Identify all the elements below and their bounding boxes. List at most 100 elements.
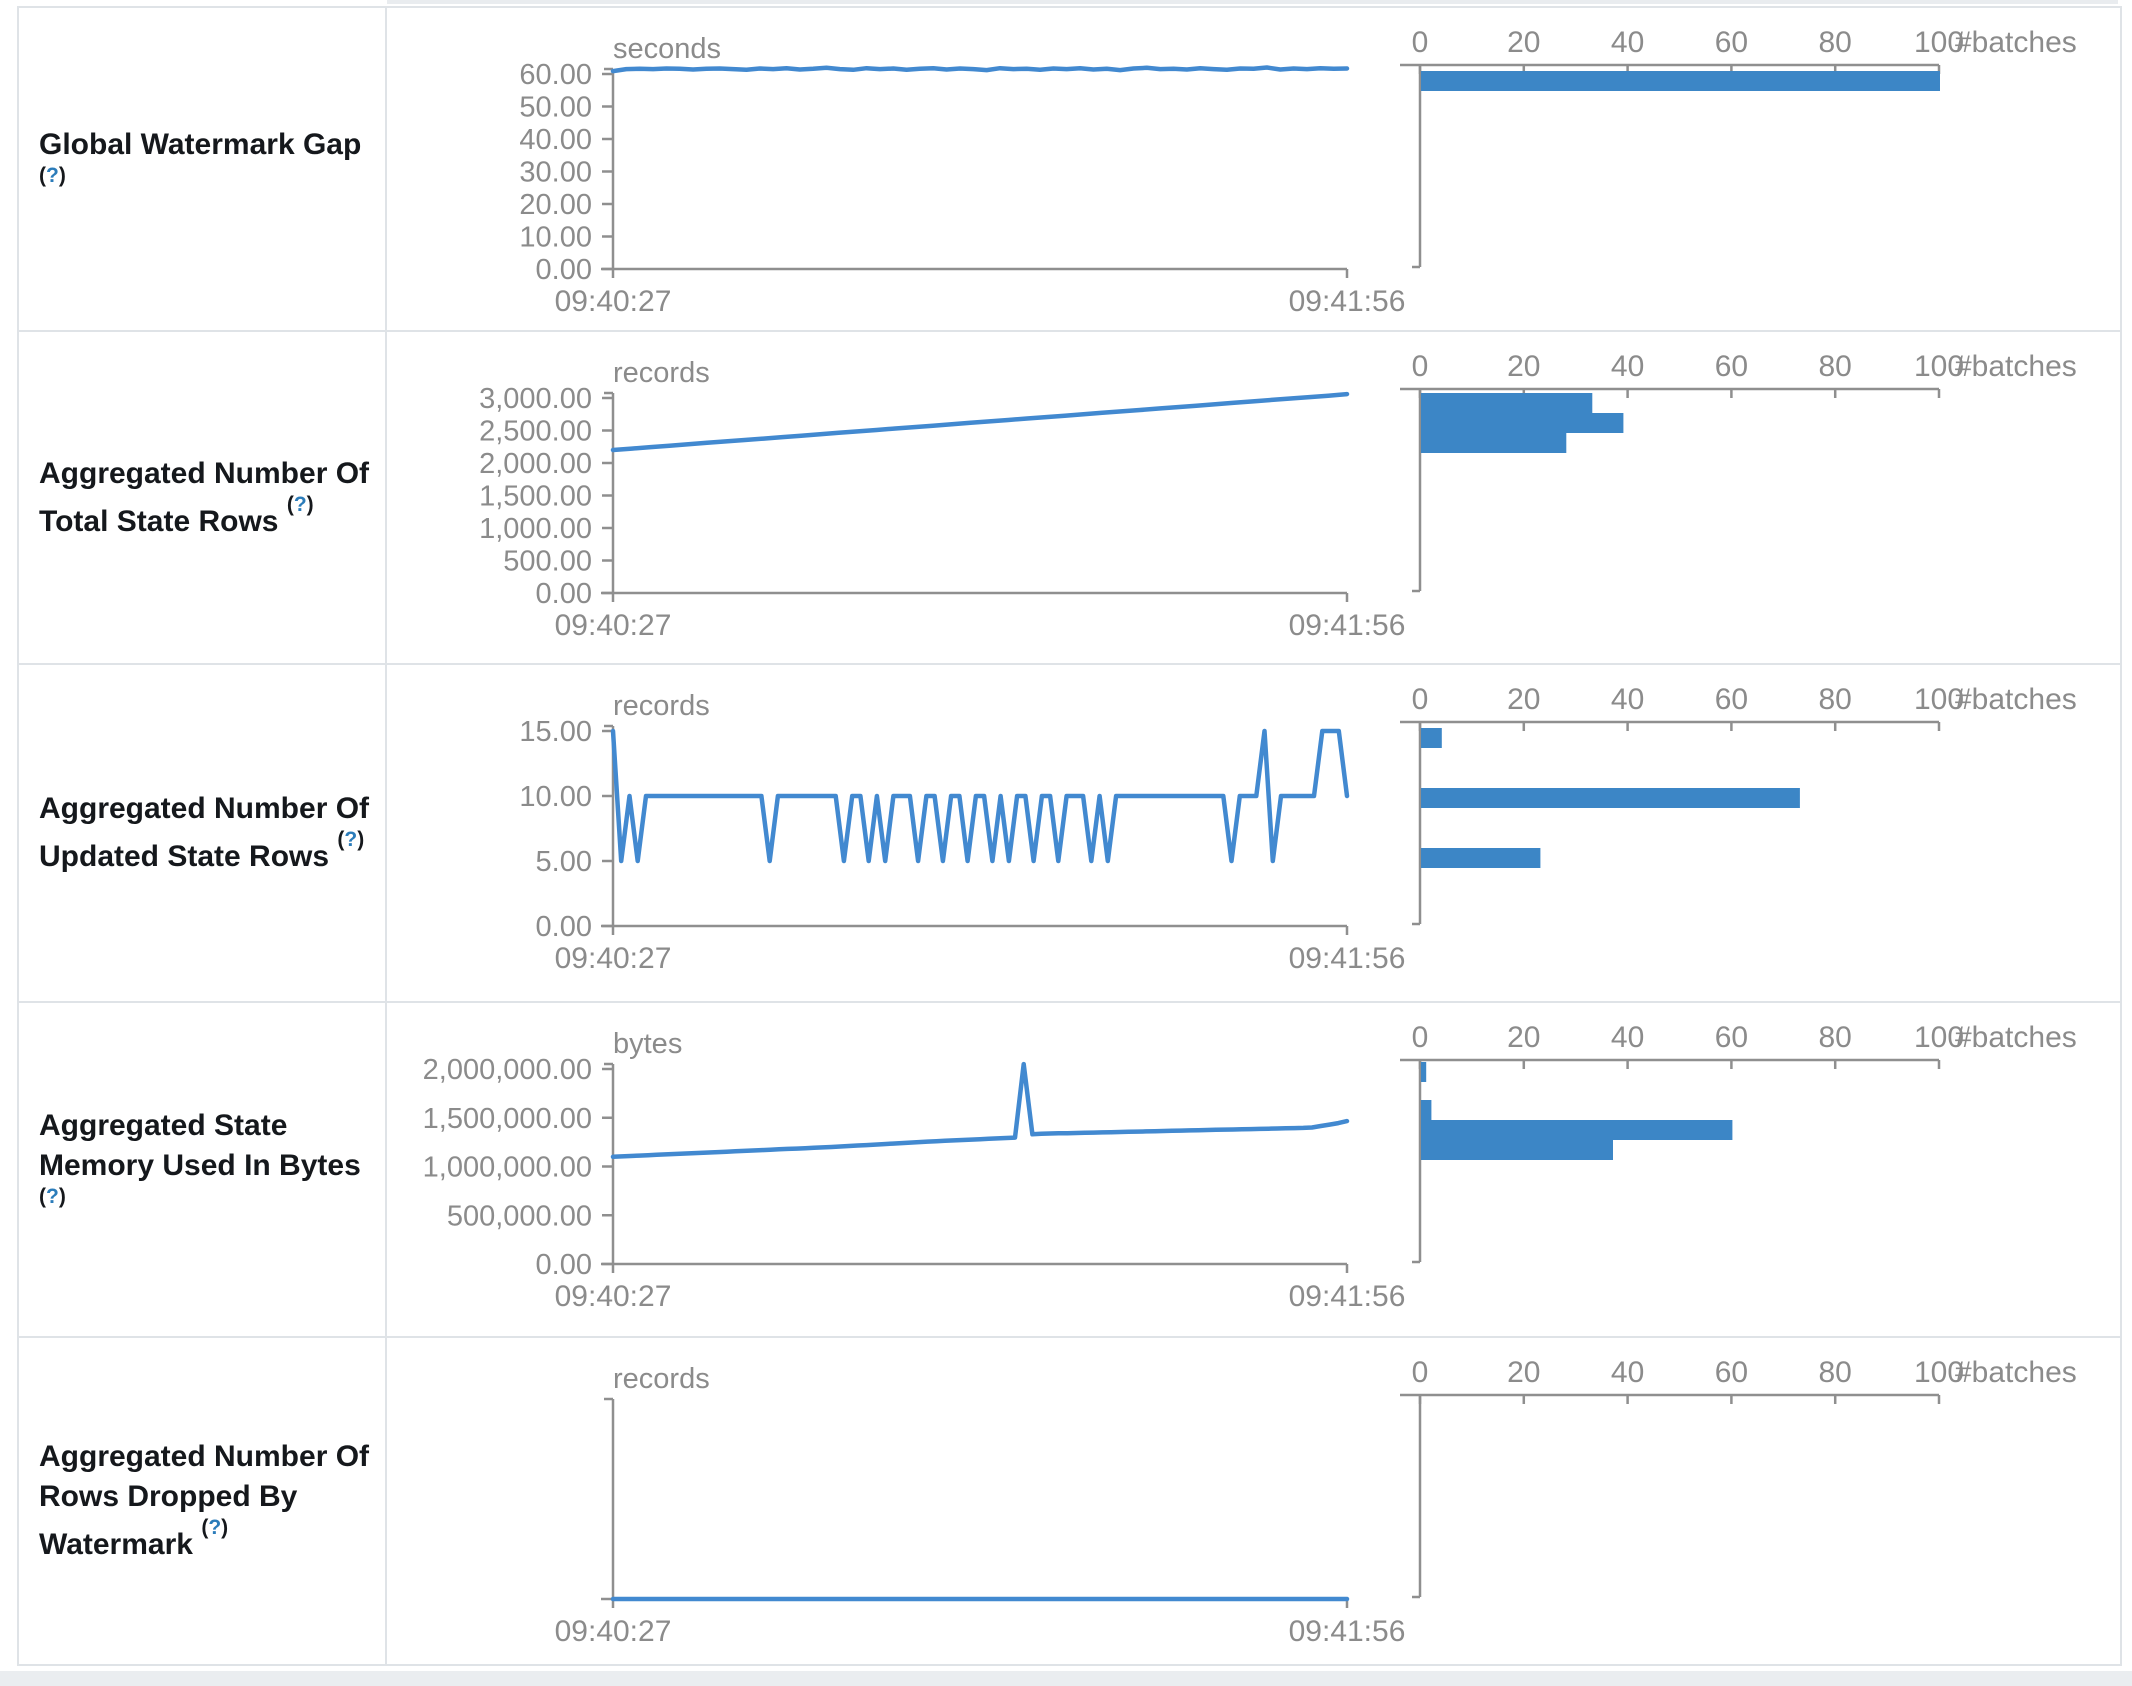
svg-text:records: records: [613, 1363, 710, 1395]
svg-text:60: 60: [1715, 26, 1748, 59]
svg-text:40: 40: [1611, 1021, 1644, 1054]
table-top-edge: [387, 0, 2118, 4]
svg-text:60: 60: [1715, 1356, 1748, 1389]
svg-text:10.00: 10.00: [519, 222, 592, 254]
metric-label-text: Aggregated Number Of Rows Dropped By Wat…: [39, 1440, 370, 1561]
svg-text:100: 100: [1914, 350, 1964, 383]
metric-label: Global Watermark Gap (?): [39, 125, 383, 213]
metrics-row-rows-dropped-by-watermark: Aggregated Number Of Rows Dropped By Wat…: [19, 1338, 2120, 1664]
metrics-row-updated-state-rows: Aggregated Number Of Updated State Rows …: [19, 665, 2120, 1003]
svg-text:60: 60: [1715, 350, 1748, 383]
svg-text:0: 0: [1412, 350, 1429, 383]
svg-text:40: 40: [1611, 1356, 1644, 1389]
svg-text:50.00: 50.00: [519, 92, 592, 124]
help-link[interactable]: (?): [39, 1184, 66, 1208]
svg-text:20: 20: [1507, 1021, 1540, 1054]
timeline-and-histogram-chart: seconds 60.0050.0040.0030.0020.0010.000.0…: [519, 26, 2077, 318]
svg-text:20: 20: [1507, 683, 1540, 716]
svg-text:500.00: 500.00: [503, 546, 592, 578]
svg-text:80: 80: [1819, 1021, 1852, 1054]
svg-text:30.00: 30.00: [519, 157, 592, 189]
metric-label-cell: Aggregated Number Of Updated State Rows …: [19, 665, 387, 1001]
svg-text:0.00: 0.00: [536, 254, 592, 286]
svg-text:60: 60: [1715, 1021, 1748, 1054]
help-link[interactable]: (?): [201, 1516, 229, 1539]
chart-cell: bytes 2,000,000.00 1,500,000.00 1,000,000.0…: [387, 1003, 2120, 1336]
svg-text:0.00: 0.00: [536, 911, 592, 943]
svg-text:100: 100: [1914, 1356, 1964, 1389]
metric-label-text: Aggregated Number Of Updated State Rows: [39, 792, 370, 873]
svg-text:100: 100: [1914, 683, 1964, 716]
svg-text:60: 60: [1715, 683, 1748, 716]
question-mark-icon: ?: [208, 1516, 222, 1539]
svg-text:09:40:27: 09:40:27: [555, 1615, 672, 1648]
svg-text:records: records: [613, 357, 710, 389]
svg-text:100: 100: [1914, 1021, 1964, 1054]
svg-text:0.00: 0.00: [536, 1249, 592, 1281]
metric-label: Aggregated State Memory Used In Bytes (?…: [39, 1106, 383, 1234]
timeline-and-histogram-chart: records3,000.002,500.002,000.001,500.001…: [479, 350, 2077, 642]
svg-text:seconds: seconds: [613, 33, 721, 65]
svg-text:15.00: 15.00: [519, 716, 592, 748]
svg-text:#batches: #batches: [1955, 683, 2077, 716]
svg-text:100: 100: [1914, 26, 1964, 59]
svg-text:09:41:56: 09:41:56: [1289, 609, 1406, 642]
metric-label-cell: Aggregated Number Of Total State Rows (?…: [19, 332, 387, 663]
svg-text:60.00: 60.00: [519, 59, 592, 91]
metric-label-text: Global Watermark Gap: [39, 128, 362, 161]
svg-text:5.00: 5.00: [536, 846, 592, 878]
svg-text:#batches: #batches: [1955, 350, 2077, 383]
question-mark-icon: ?: [46, 1184, 59, 1208]
svg-text:40: 40: [1611, 350, 1644, 383]
metrics-row-global-watermark-gap: Global Watermark Gap (?) seconds 60.00 50.…: [19, 8, 2120, 332]
svg-text:40: 40: [1611, 683, 1644, 716]
svg-text:0: 0: [1412, 26, 1429, 59]
svg-text:2,500.00: 2,500.00: [479, 416, 592, 448]
svg-text:10.00: 10.00: [519, 781, 592, 813]
metric-label-text: Aggregated Number Of Total State Rows: [39, 456, 370, 538]
metric-label-cell: Aggregated Number Of Rows Dropped By Wat…: [19, 1338, 387, 1664]
svg-text:#batches: #batches: [1955, 26, 2077, 59]
svg-text:80: 80: [1819, 350, 1852, 383]
svg-text:09:41:56: 09:41:56: [1289, 1280, 1406, 1313]
help-link[interactable]: (?): [39, 164, 66, 187]
chart-cell: seconds 60.00 50.00 40.00 30.00 20.00 10.00 0.0…: [387, 8, 2120, 330]
svg-text:500,000.00: 500,000.00: [447, 1200, 592, 1232]
svg-text:0: 0: [1412, 1356, 1429, 1389]
svg-text:09:40:27: 09:40:27: [555, 942, 672, 975]
chart-cell: records 3,000.00 2,500.00 2,000.00 1,500.00 1…: [387, 332, 2120, 663]
metric-label: Aggregated Number Of Updated State Rows …: [39, 789, 383, 877]
help-link[interactable]: (?): [286, 492, 314, 516]
svg-text:40: 40: [1611, 26, 1644, 59]
svg-text:09:41:56: 09:41:56: [1289, 285, 1406, 318]
metric-label-text: Aggregated State Memory Used In Bytes: [39, 1108, 361, 1182]
svg-text:40.00: 40.00: [519, 124, 592, 156]
chart-cell: records 09:40:27 09:41:56 0 20 40 60 80 100 #batc…: [387, 1338, 2120, 1664]
svg-text:1,000,000.00: 1,000,000.00: [423, 1152, 592, 1184]
svg-text:1,500,000.00: 1,500,000.00: [423, 1103, 592, 1135]
help-link[interactable]: (?): [337, 828, 365, 851]
svg-text:0.00: 0.00: [536, 578, 592, 610]
chart-cell: records 15.00 10.00 5.00 0.00 09:40:27 09:41:5…: [387, 665, 2120, 1001]
svg-text:0: 0: [1412, 683, 1429, 716]
metrics-row-state-memory-used: Aggregated State Memory Used In Bytes (?…: [19, 1003, 2120, 1338]
svg-text:20.00: 20.00: [519, 189, 592, 221]
svg-text:3,000.00: 3,000.00: [479, 383, 592, 415]
svg-text:09:40:27: 09:40:27: [555, 609, 672, 642]
svg-text:1,500.00: 1,500.00: [479, 481, 592, 513]
svg-text:09:40:27: 09:40:27: [555, 1280, 672, 1313]
svg-text:09:41:56: 09:41:56: [1289, 942, 1406, 975]
question-mark-icon: ?: [293, 492, 307, 516]
svg-text:09:40:27: 09:40:27: [555, 285, 672, 318]
svg-text:80: 80: [1819, 26, 1852, 59]
page-bottom-strip: [0, 1671, 2132, 1686]
timeline-and-histogram-chart: bytes 2,000,000.00 1,500,000.00 1,000,000.0…: [423, 1021, 2077, 1313]
svg-text:20: 20: [1507, 1356, 1540, 1389]
svg-text:bytes: bytes: [613, 1028, 682, 1060]
svg-text:1,000.00: 1,000.00: [479, 513, 592, 545]
metric-label: Aggregated Number Of Total State Rows (?…: [39, 454, 383, 542]
question-mark-icon: ?: [46, 164, 59, 187]
svg-text:records: records: [613, 690, 710, 722]
svg-text:#batches: #batches: [1955, 1356, 2077, 1389]
